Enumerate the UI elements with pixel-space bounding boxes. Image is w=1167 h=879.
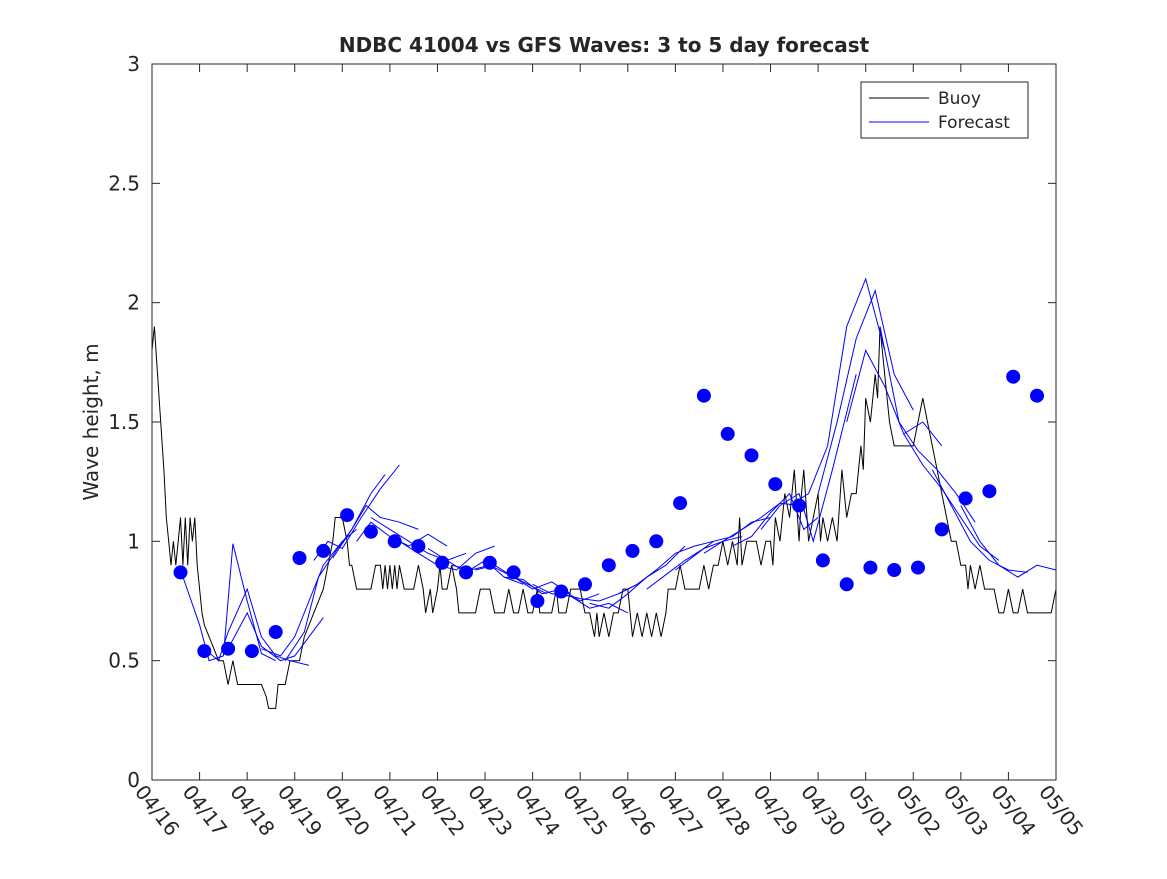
y-axis-label: Wave height, m (79, 343, 103, 500)
y-tick-label-6: 3 (127, 52, 140, 76)
forecast-marker-13 (482, 555, 497, 570)
forecast-marker-2 (221, 641, 236, 656)
buoy-series (152, 326, 1056, 709)
plot-area (152, 64, 1056, 780)
forecast-line-4 (284, 474, 386, 661)
forecast-line-22 (760, 374, 857, 544)
forecast-line-27 (903, 433, 1000, 561)
forecast-marker-8 (363, 524, 378, 539)
forecast-marker-22 (696, 388, 711, 403)
forecast-marker-25 (768, 477, 783, 492)
forecast-marker-7 (340, 508, 355, 523)
forecast-marker-17 (578, 577, 592, 592)
forecast-series (180, 277, 1056, 666)
forecast-marker-0 (173, 565, 188, 580)
forecast-marker-10 (411, 539, 426, 554)
y-tick-label-5: 2.5 (108, 171, 140, 195)
forecast-marker-6 (316, 543, 331, 558)
forecast-marker-31 (911, 560, 925, 575)
forecast-marker-19 (625, 543, 640, 558)
forecast-line-0 (180, 543, 276, 662)
y-tick-label-2: 1 (127, 529, 140, 553)
y-tick-label-3: 1.5 (108, 410, 140, 434)
forecast-marker-12 (459, 565, 473, 580)
forecast-marker-33 (958, 491, 973, 506)
forecast-marker-20 (649, 534, 664, 549)
y-axis: 0 0.5 1 1.5 2 2.5 3 (108, 52, 1056, 792)
forecast-marker-35 (1006, 369, 1021, 384)
legend-buoy-label: Buoy (938, 89, 981, 109)
forecast-marker-24 (744, 448, 759, 463)
forecast-marker-34 (982, 484, 997, 499)
forecast-marker-5 (292, 551, 307, 565)
forecast-line-14 (532, 583, 629, 614)
forecast-marker-3 (244, 644, 259, 659)
forecast-marker-28 (839, 577, 854, 592)
forecast-line-29 (960, 505, 1056, 578)
forecast-line-3 (261, 529, 357, 657)
forecast-marker-23 (720, 426, 735, 441)
forecast-line-6 (332, 504, 419, 559)
forecast-line-17 (618, 540, 714, 595)
forecast-line-16 (589, 545, 686, 609)
forecast-marker-27 (815, 553, 830, 568)
forecast-line-18 (646, 536, 743, 590)
forecast-line-21 (732, 492, 819, 547)
legend-forecast-label: Forecast (938, 113, 1010, 133)
forecast-marker-11 (435, 555, 450, 570)
forecast-marker-26 (792, 498, 807, 513)
forecast-marker-30 (887, 563, 902, 577)
forecast-line-24 (817, 289, 914, 494)
forecast-marker-36 (1030, 388, 1044, 403)
forecast-marker-4 (268, 625, 283, 639)
forecast-marker-18 (601, 558, 616, 573)
buoy-line (152, 326, 1056, 709)
forecast-line-1 (203, 587, 310, 666)
forecast-marker-1 (197, 644, 212, 659)
legend-box (860, 81, 1029, 139)
forecast-marker-16 (554, 584, 569, 599)
legend: Buoy Forecast (860, 81, 1029, 139)
forecast-markers (173, 369, 1044, 659)
y-tick-label-4: 2 (127, 291, 140, 315)
forecast-line-23 (789, 277, 886, 506)
forecast-marker-15 (530, 594, 545, 608)
forecast-line-25 (846, 349, 943, 447)
chart-title: NDBC 41004 vs GFS Waves: 3 to 5 day fore… (339, 33, 870, 57)
forecast-marker-29 (863, 560, 878, 575)
forecast-line-28 (931, 469, 1028, 573)
forecast-marker-9 (387, 534, 402, 549)
y-tick-label-0: 0 (127, 768, 140, 792)
forecast-marker-32 (934, 522, 949, 537)
forecast-marker-21 (673, 496, 688, 511)
forecast-line-2 (227, 611, 324, 662)
y-tick-label-1: 0.5 (108, 649, 140, 673)
forecast-marker-14 (506, 565, 521, 580)
forecast-line-13 (504, 576, 600, 602)
